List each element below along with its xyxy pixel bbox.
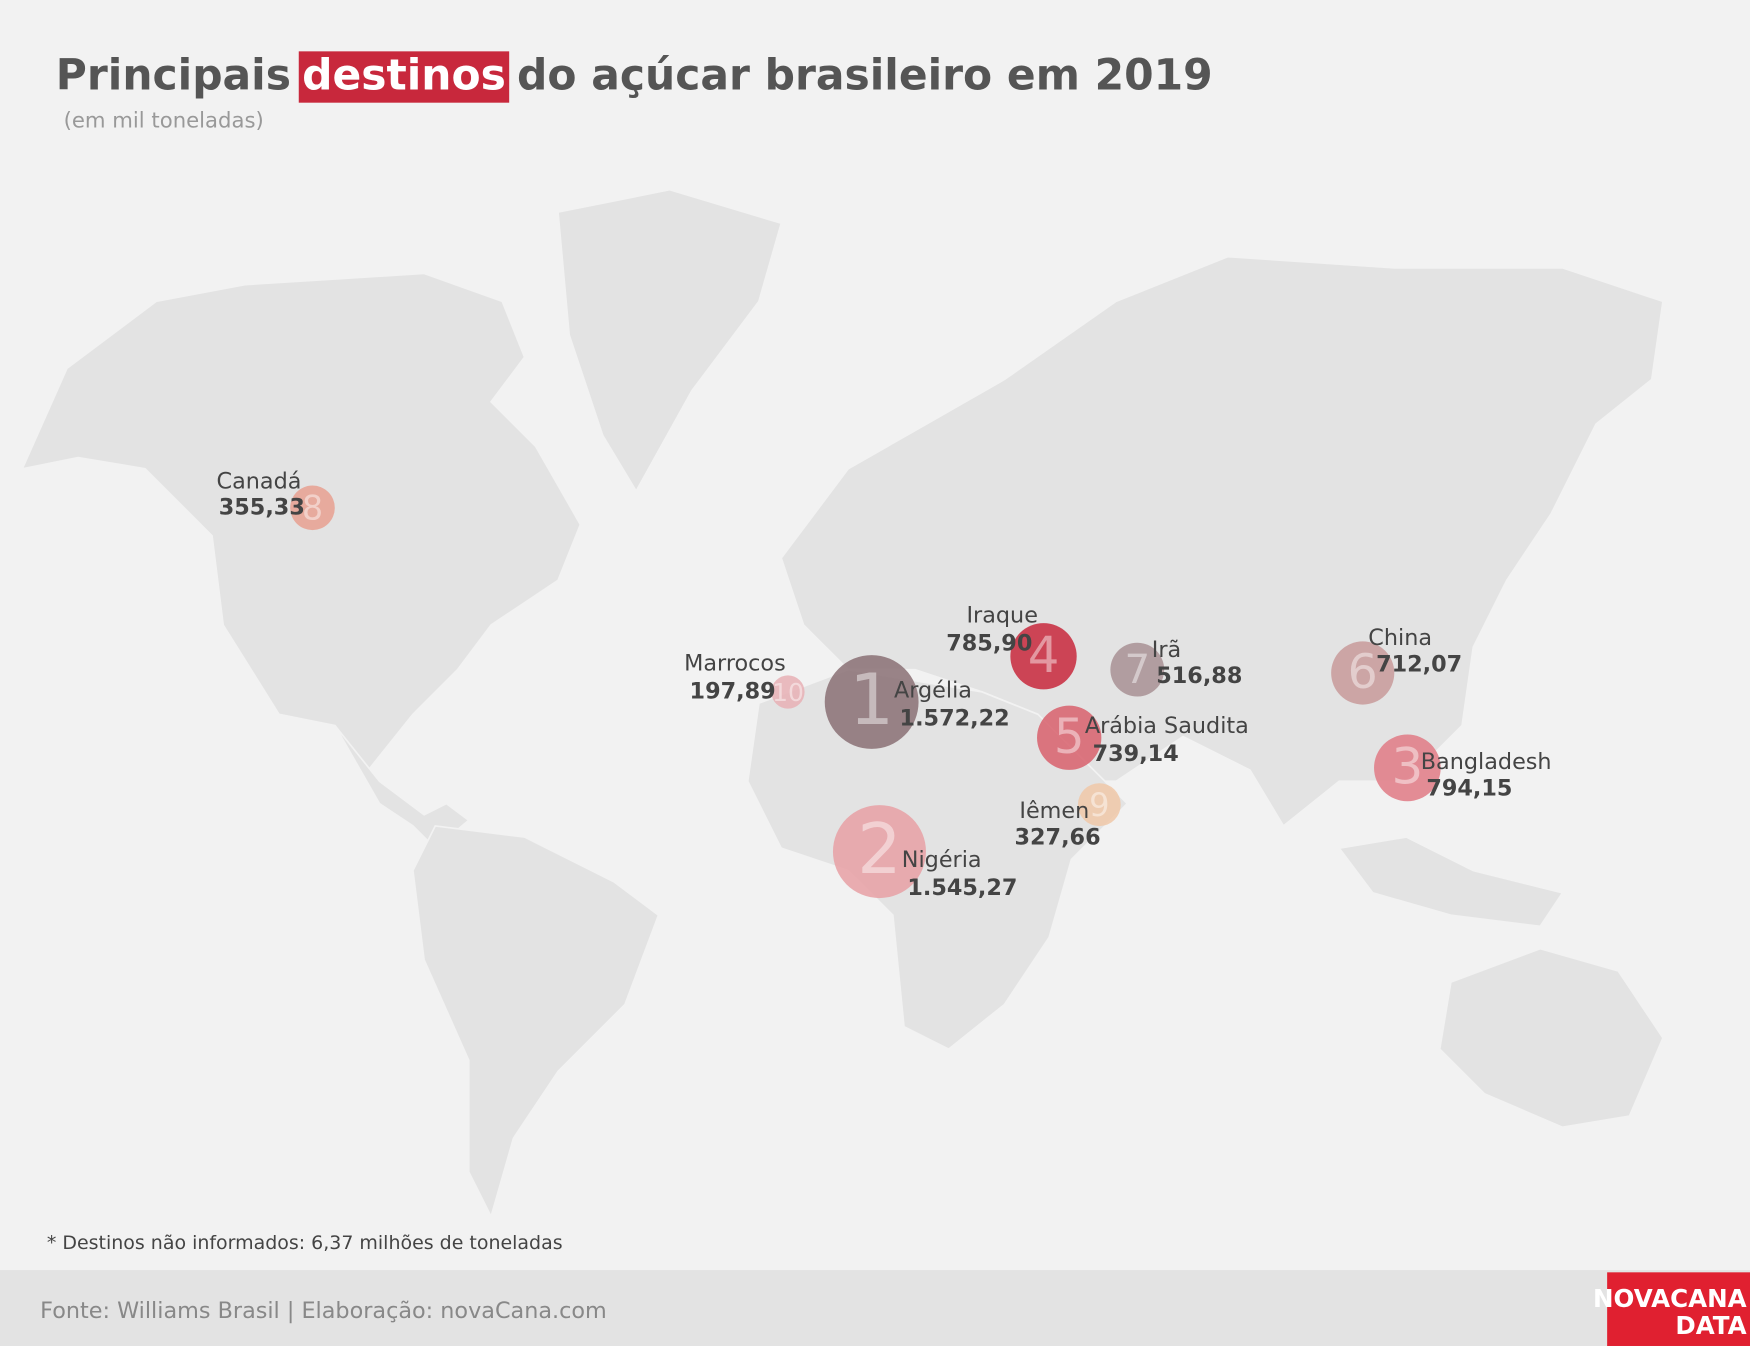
logo: DATA [1675,1311,1746,1340]
country-name: Nigéria [902,847,982,873]
title: Principais destinos do açúcar brasileiro e… [56,51,1213,103]
value-label: 785,90 [946,630,1032,656]
bubble [1077,783,1121,827]
source: Fonte: Williams Brasil | Elaboração: nov… [40,1298,607,1324]
title-after: do açúcar brasileiro em 2019 [517,52,1213,101]
bubble [771,675,805,709]
value-label: 1.572,22 [900,705,1010,731]
rank: 10 [772,678,804,707]
rank: 8 [302,489,323,528]
rank: 4 [1028,626,1060,684]
bubble [290,485,335,531]
country-name: Marrocos [684,651,786,677]
country-name: China [1368,625,1432,651]
rank: 7 [1124,646,1150,693]
country-name: Bangladesh [1421,749,1552,775]
bubble [1010,623,1077,690]
value-label: 712,07 [1376,652,1462,678]
country-name: Arábia Saudita [1085,713,1249,739]
rank: 1 [849,659,894,741]
title-before: Principais [56,52,291,101]
footnote: * Destinos não informados: 6,37 milhões … [47,1232,563,1254]
rank: 6 [1348,645,1378,700]
bubble [1110,642,1165,697]
footer-bar [0,1270,1750,1346]
title-highlight: destinos [302,52,506,101]
rank: 9 [1089,786,1109,824]
bubble [1374,734,1441,802]
value-label: 794,15 [1426,776,1512,802]
country-name: Iêmen [1019,798,1089,824]
value-label: 739,14 [1093,741,1179,767]
bubble [1037,705,1102,770]
value-label: 327,66 [1015,825,1101,851]
country-name: Canadá [217,469,302,495]
logo-box [1607,1272,1750,1346]
bubble [832,805,926,899]
title-highlight-box [298,51,510,103]
value-label: 197,89 [690,678,776,704]
subtitle: (em mil toneladas) [64,108,264,133]
country-name: Iraque [966,603,1037,629]
bubble [1331,641,1395,705]
rank: 3 [1391,738,1423,796]
bubble [824,655,919,749]
country-name: Irã [1152,637,1181,663]
rank: 2 [857,809,901,890]
value-label: 516,88 [1156,663,1242,689]
logo: NOVACANA [1593,1284,1747,1313]
value-label: 355,33 [219,494,305,520]
country-name: Argélia [894,677,972,703]
rank: 5 [1054,709,1085,765]
value-label: 1.545,27 [907,875,1017,901]
